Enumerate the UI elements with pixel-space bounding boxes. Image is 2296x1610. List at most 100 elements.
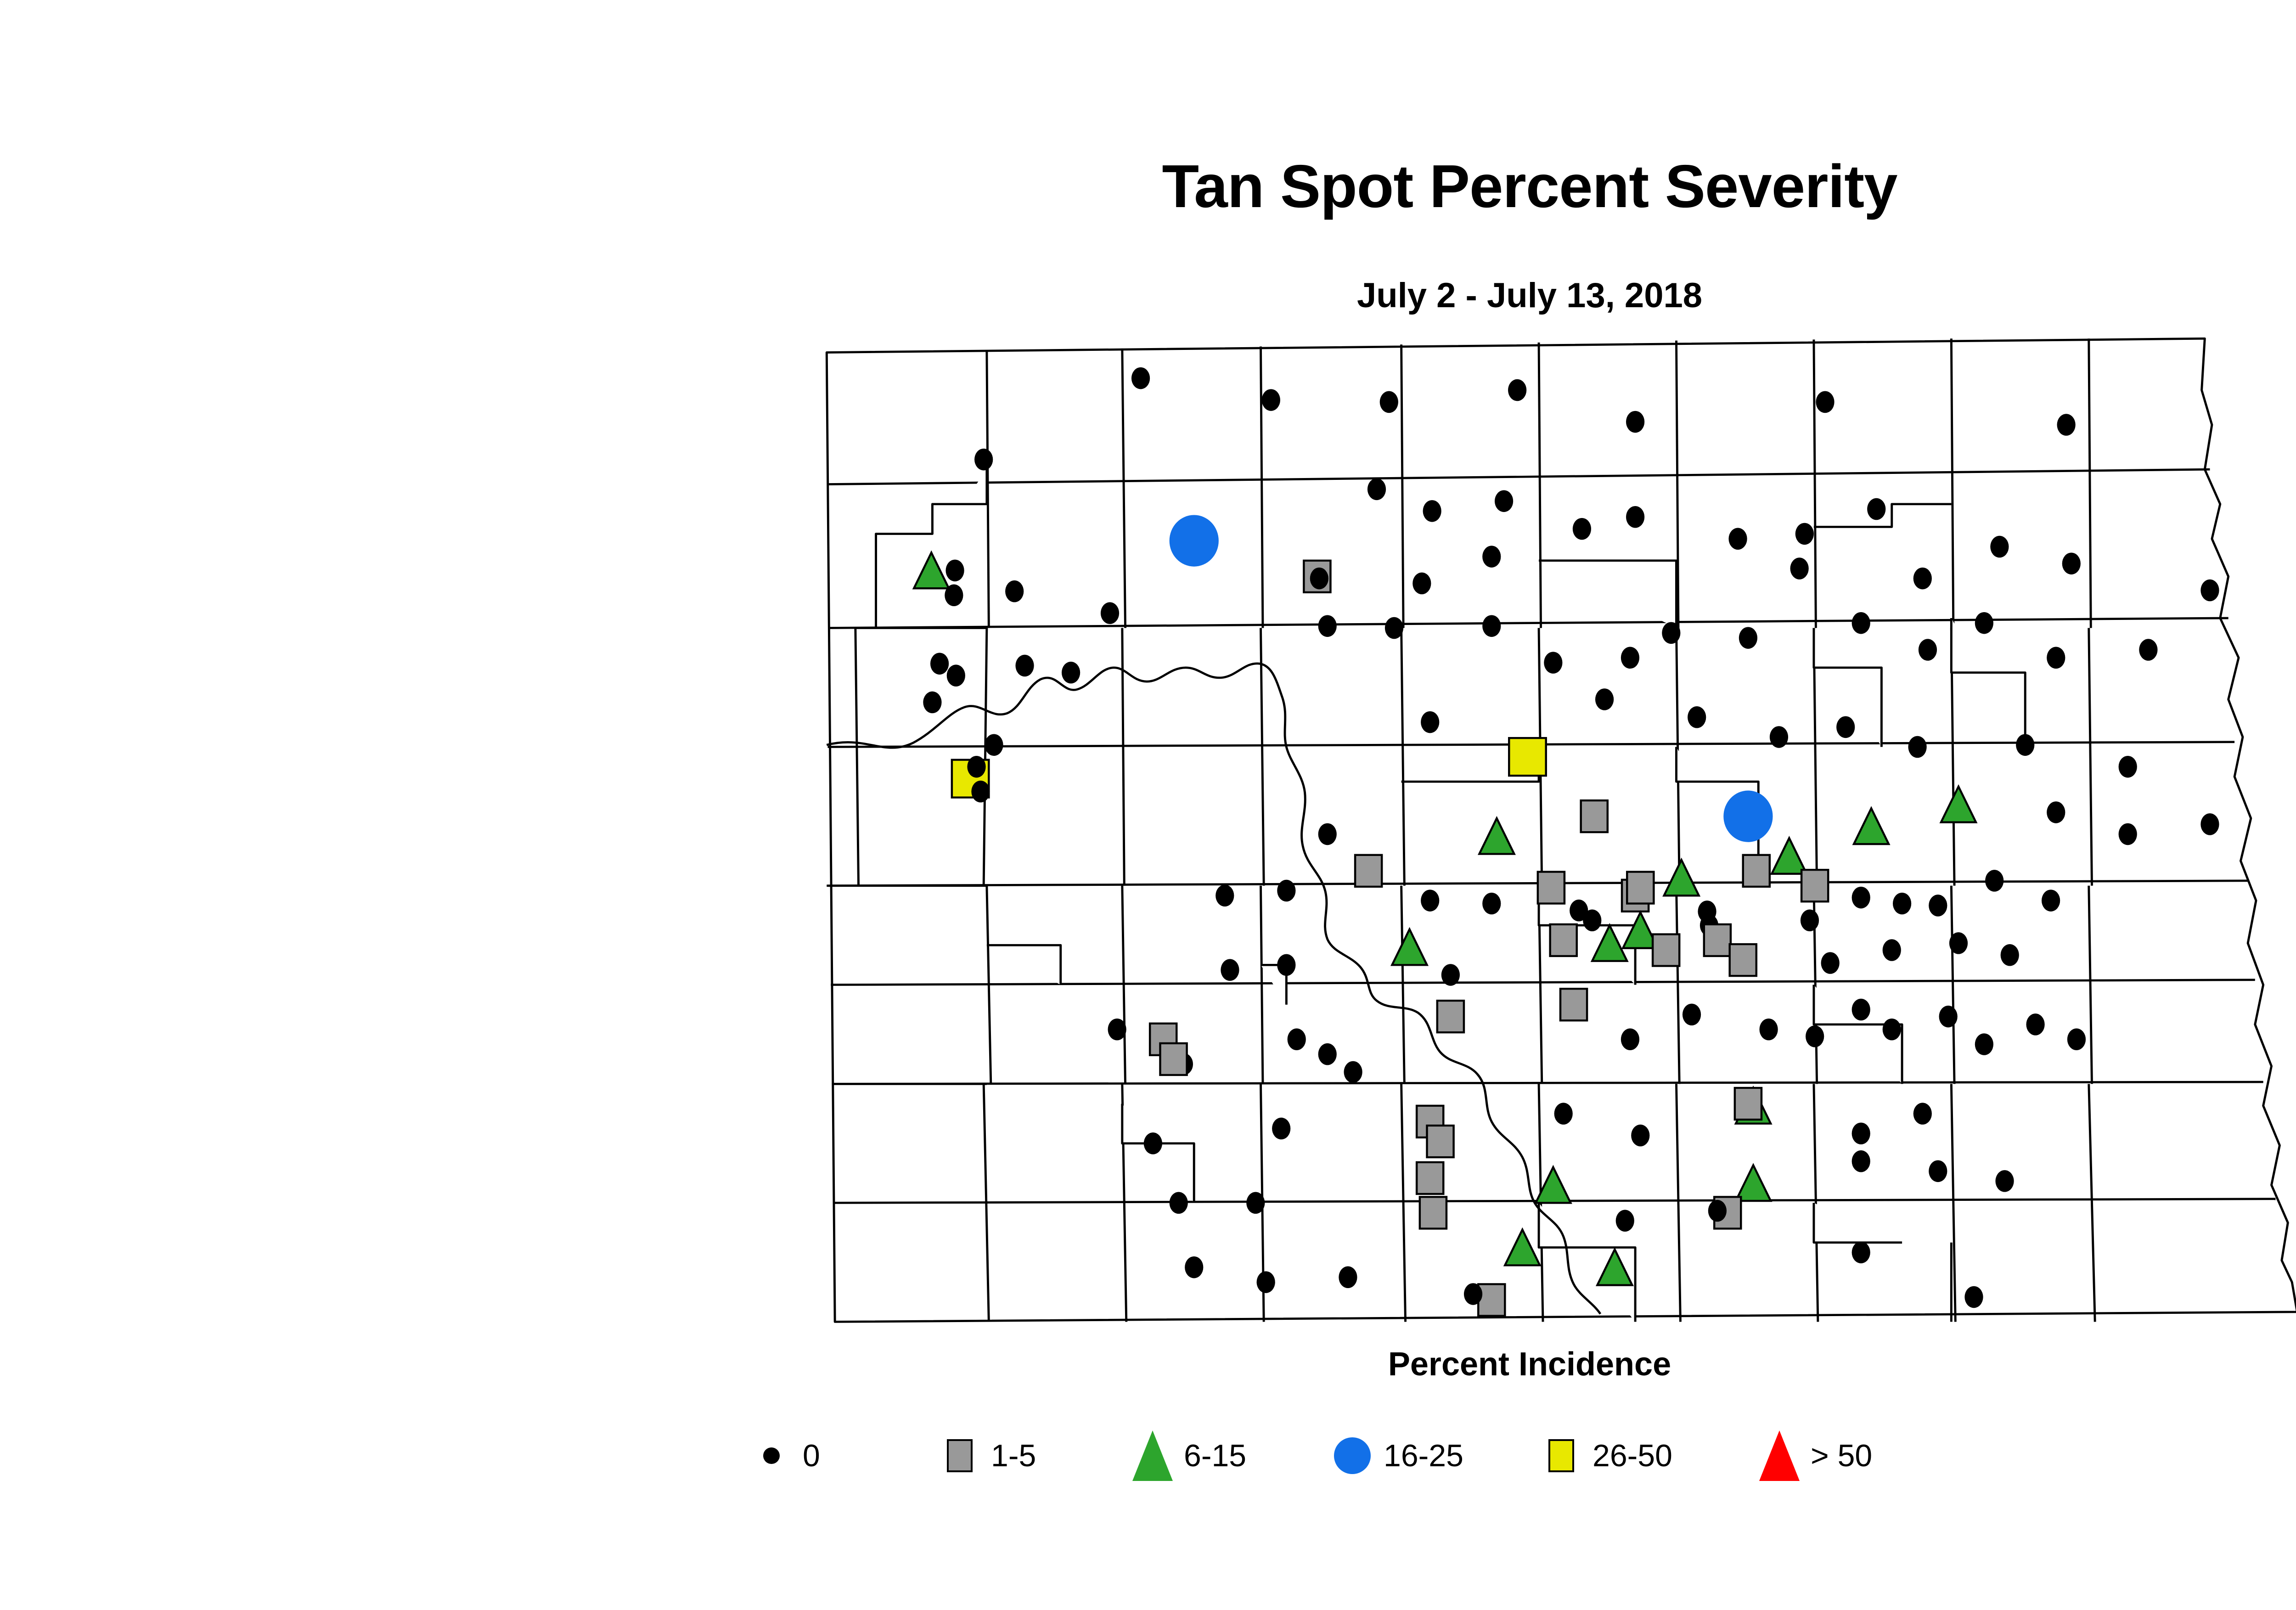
map-marker-0 — [946, 664, 965, 687]
map-marker-0 — [1975, 1033, 1993, 1055]
map-marker-0 — [1463, 1283, 1483, 1305]
map-marker-0 — [1169, 1192, 1188, 1214]
map-marker-0 — [1918, 639, 1937, 661]
map-marker-0 — [1595, 688, 1614, 710]
map-marker-0 — [1851, 612, 1870, 634]
map-marker-0 — [1277, 879, 1296, 902]
map-marker-0 — [2057, 414, 2076, 436]
map-marker-6-15 — [1590, 923, 1629, 962]
map-marker-0 — [1990, 535, 2009, 558]
legend-zero[interactable]: 0 — [744, 1414, 820, 1497]
map-marker-0 — [1379, 391, 1398, 413]
map-marker-0 — [1482, 892, 1501, 915]
legend-triangle-icon — [1759, 1430, 1800, 1481]
map-marker-6-15 — [1939, 784, 1978, 823]
map-marker-0 — [1544, 652, 1563, 674]
missouri-river — [826, 662, 1602, 1315]
map-marker-16-25 — [1169, 515, 1219, 567]
map-marker-0 — [1964, 1286, 1983, 1308]
map-marker-0 — [1318, 615, 1337, 637]
map-marker-0 — [974, 448, 993, 471]
map-marker-0 — [1908, 736, 1927, 758]
map-marker-1-5 — [1159, 1042, 1188, 1076]
map-marker-0 — [1662, 622, 1681, 644]
map-marker-1-5 — [1549, 923, 1578, 957]
map-marker-0 — [1015, 654, 1034, 677]
map-marker-0 — [2200, 579, 2219, 602]
map-marker-0 — [1688, 706, 1706, 728]
map-marker-6-15 — [1662, 857, 1701, 897]
legend-circle-icon — [1334, 1437, 1371, 1474]
map-marker-6-15 — [1390, 927, 1429, 966]
map-marker-1-5 — [1742, 854, 1771, 888]
map-marker-0 — [1851, 886, 1870, 909]
map-marker-0 — [1310, 567, 1328, 590]
map-marker-0 — [2118, 755, 2137, 778]
map-marker-0 — [1005, 580, 1024, 602]
map-marker-0 — [1913, 1103, 1932, 1125]
legend-dot-icon — [763, 1447, 780, 1464]
legend-1-5[interactable]: 1-5 — [932, 1414, 1036, 1497]
legend-square-icon — [947, 1439, 973, 1472]
map-marker-0 — [1949, 932, 1968, 954]
map-marker-1-5 — [1536, 871, 1566, 905]
legend-26-50[interactable]: 26-50 — [1534, 1414, 1672, 1497]
map-marker-0 — [1277, 954, 1296, 976]
map-marker-1-5 — [1415, 1161, 1445, 1195]
map-marker-0 — [1708, 1199, 1727, 1222]
map-marker-0 — [1995, 1170, 2014, 1192]
map-marker-6-15 — [1852, 806, 1891, 845]
legend-item-label: > 50 — [1811, 1438, 1873, 1473]
map-marker-0 — [1631, 1124, 1650, 1147]
map-marker-0 — [1816, 391, 1835, 413]
map-marker-0 — [1615, 1210, 1634, 1232]
map-marker-0 — [1806, 1025, 1824, 1047]
map-marker-0 — [1851, 1241, 1870, 1264]
legend-triangle-icon — [1132, 1430, 1173, 1481]
map-marker-0 — [1800, 909, 1819, 931]
map-marker-0 — [1739, 627, 1758, 649]
legend: 0 1-5 6-15 16-25 26-50 > 50 — [744, 1414, 2296, 1506]
map-marker-0 — [1759, 1018, 1778, 1041]
map-marker-0 — [1261, 389, 1280, 411]
legend-square-icon — [1548, 1439, 1574, 1472]
map-marker-1-5 — [1580, 799, 1609, 833]
map-marker-0 — [2026, 1013, 2045, 1036]
legend-6-15[interactable]: 6-15 — [1125, 1414, 1246, 1497]
map-marker-0 — [923, 691, 942, 714]
map-marker-1-5 — [1651, 933, 1681, 967]
map-marker-0 — [1216, 884, 1234, 907]
map-marker-0 — [2047, 801, 2065, 823]
legend-item-label: 6-15 — [1184, 1438, 1247, 1473]
map-marker-0 — [1100, 602, 1120, 624]
map-marker-0 — [1318, 1043, 1337, 1065]
map-marker-1-5 — [1733, 1086, 1763, 1121]
map-marker-6-15 — [1595, 1247, 1634, 1286]
map-marker-0 — [1344, 1061, 1362, 1083]
legend-item-label: 16-25 — [1384, 1438, 1463, 1473]
map-marker-6-15 — [912, 550, 951, 590]
map-marker-0 — [1572, 518, 1592, 540]
map-marker-0 — [1108, 1018, 1126, 1041]
map-marker-1-5 — [1418, 1196, 1448, 1230]
disease-markers — [912, 367, 2219, 1317]
legend-gt-50[interactable]: > 50 — [1752, 1414, 1872, 1497]
map-marker-0 — [1621, 1028, 1640, 1051]
map-marker-0 — [1682, 1003, 1701, 1026]
map-marker-0 — [2016, 734, 2035, 756]
map-marker-0 — [2062, 552, 2081, 574]
map-marker-0 — [1867, 498, 1886, 520]
map-marker-1-5 — [1800, 869, 1829, 903]
map-marker-6-15 — [1621, 910, 1660, 949]
map-marker-0 — [1131, 367, 1150, 389]
map-marker-0 — [1621, 647, 1640, 669]
map-marker-0 — [1882, 939, 1901, 961]
legend-16-25[interactable]: 16-25 — [1325, 1414, 1463, 1497]
map-marker-0 — [1790, 557, 1809, 580]
map-marker-6-15 — [1534, 1165, 1572, 1204]
map-marker-16-25 — [1723, 790, 1773, 842]
map-marker-1-5 — [1426, 1124, 1455, 1159]
map-marker-0 — [1985, 870, 2004, 892]
map-marker-0 — [1769, 726, 1789, 748]
